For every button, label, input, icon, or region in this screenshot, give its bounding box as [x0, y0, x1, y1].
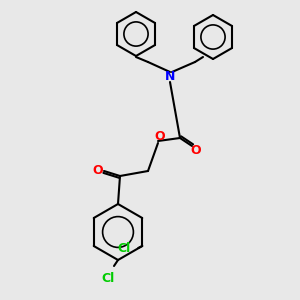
Text: O: O [155, 130, 165, 143]
Text: O: O [191, 143, 201, 157]
Text: Cl: Cl [118, 242, 131, 256]
Text: O: O [93, 164, 103, 178]
Text: N: N [165, 70, 175, 83]
Text: Cl: Cl [101, 272, 115, 284]
